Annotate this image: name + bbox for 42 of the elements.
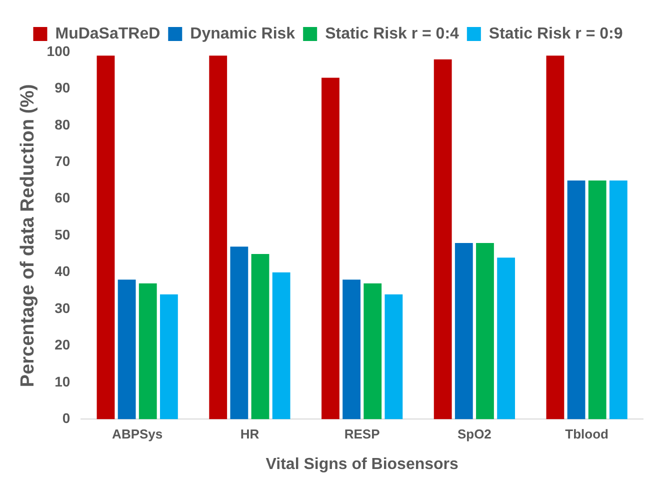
bar	[609, 180, 628, 420]
y-tick-label: 0	[62, 410, 70, 426]
bar	[497, 258, 516, 420]
y-tick-label: 70	[54, 153, 70, 170]
y-tick-label: 100	[46, 42, 70, 59]
bar	[230, 246, 248, 420]
bar	[118, 280, 136, 420]
x-tick-label: HR	[240, 426, 260, 442]
x-tick-label: RESP	[344, 426, 380, 442]
bar	[342, 280, 360, 420]
bar	[96, 56, 115, 420]
bar	[476, 242, 494, 420]
bar	[454, 242, 473, 420]
bar	[138, 283, 157, 420]
y-tick-label: 20	[54, 336, 70, 353]
legend-label: MuDaSaTReD	[55, 25, 160, 42]
y-tick-label: 10	[54, 373, 70, 390]
bar	[384, 294, 403, 420]
bar	[160, 294, 178, 420]
bar	[546, 56, 564, 420]
x-tick-label: ABPSys	[112, 426, 163, 442]
y-axis-title: Percentage of data Reduction (%)	[18, 84, 39, 388]
bar	[251, 254, 270, 420]
y-tick-label: 90	[54, 80, 70, 96]
legend-label: Static Risk r = 0:4	[325, 25, 460, 42]
x-tick-label: SpO2	[457, 426, 492, 442]
bar	[209, 56, 228, 420]
y-tick-label: 50	[54, 226, 70, 242]
legend-label: Dynamic Risk	[190, 25, 296, 42]
y-tick-label: 40	[54, 263, 70, 280]
x-tick-label: Tblood	[565, 426, 609, 442]
bar	[434, 59, 452, 420]
x-axis-title: Vital Signs of Biosensors	[266, 456, 458, 473]
legend-label: Static Risk r = 0:9	[488, 25, 623, 42]
y-tick-label: 60	[54, 190, 70, 206]
y-tick-label: 80	[54, 116, 70, 132]
bar	[588, 180, 606, 420]
y-tick-label: 30	[54, 300, 70, 316]
bar	[272, 272, 290, 420]
bar	[567, 180, 586, 420]
bar	[364, 283, 382, 420]
bar	[322, 78, 340, 420]
